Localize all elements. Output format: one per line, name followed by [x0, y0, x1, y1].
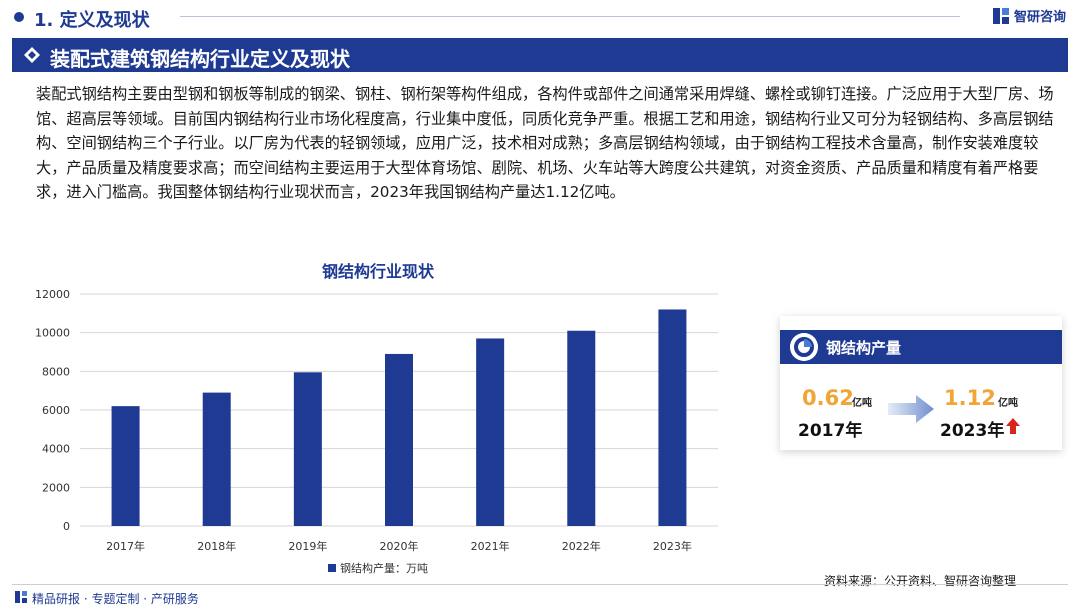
y-tick-label: 6000: [42, 404, 70, 417]
x-tick-label: 2017年: [106, 539, 145, 553]
bottom-bar: 精品研报 · 专题定制 · 产研服务: [0, 584, 1080, 608]
chart-gauge-icon: [790, 333, 818, 361]
end-value: 1.12: [944, 386, 996, 410]
chart-plot: 0 2000 4000 6000 8000 10000 12000 2017年 2018年 201…: [35, 288, 718, 575]
bar: [202, 392, 231, 526]
x-tick-label: 2021年: [471, 539, 510, 553]
diamond-icon: [24, 47, 40, 63]
y-tick-label: 10000: [35, 327, 70, 340]
brand-small-icon: [15, 591, 27, 603]
y-tick-label: 2000: [42, 481, 70, 494]
header-divider: [180, 16, 960, 17]
top-bar: 1. 定义及现状 智研咨询: [0, 0, 1080, 34]
brand-name: 智研咨询: [1013, 10, 1066, 25]
intro-paragraph: 装配式钢结构主要由型钢和钢板等制成的钢梁、钢柱、钢桁架等构件组成，各构件或部件之…: [36, 85, 1054, 201]
x-tick-label: 2018年: [197, 539, 236, 553]
bar: [293, 372, 322, 526]
y-tick-label: 0: [63, 520, 70, 533]
footer-divider: [12, 584, 1068, 585]
x-tick-label: 2020年: [380, 539, 419, 553]
bar: [385, 353, 413, 526]
bar: [658, 309, 687, 526]
y-tick-label: 12000: [35, 288, 70, 301]
bar: [111, 406, 140, 526]
brand-logo: 智研咨询: [992, 6, 1066, 25]
start-unit: 亿吨: [852, 398, 872, 409]
bar: [476, 338, 505, 526]
bar-chart: 钢结构行业现状 0 2000 4000 6000 8000 10000 12000 2017年…: [28, 250, 728, 590]
bar: [567, 330, 596, 526]
start-year: 2017年: [798, 421, 863, 441]
y-tick-label: 4000: [42, 443, 70, 456]
bullet-dot-icon: [14, 12, 24, 22]
up-arrow-icon: [1006, 418, 1020, 434]
y-tick-label: 8000: [42, 365, 70, 378]
title-banner: 装配式建筑钢结构行业定义及现状: [12, 38, 1068, 72]
brand-logo-icon: [992, 7, 1009, 24]
end-year: 2023年: [940, 421, 1005, 441]
x-tick-label: 2022年: [562, 539, 601, 553]
page-title: 装配式建筑钢结构行业定义及现状: [50, 47, 350, 71]
card-header: 钢结构产量: [780, 330, 1062, 364]
end-unit: 亿吨: [998, 398, 1018, 409]
section-title: 1. 定义及现状: [34, 10, 150, 31]
start-value: 0.62: [802, 386, 854, 410]
legend-swatch: [328, 564, 336, 572]
x-tick-label: 2019年: [288, 539, 327, 553]
footer-tagline: 精品研报 · 专题定制 · 产研服务: [32, 592, 199, 606]
chart-title: 钢结构行业现状: [321, 262, 434, 281]
x-tick-label: 2023年: [653, 539, 692, 553]
card-title: 钢结构产量: [826, 339, 902, 357]
right-arrow-icon: [888, 395, 934, 423]
legend-label: 钢结构产量：万吨: [340, 561, 428, 575]
output-stat-card: 钢结构产量 0.62 亿吨 2017年 1.12 亿吨 2023年: [780, 316, 1062, 450]
